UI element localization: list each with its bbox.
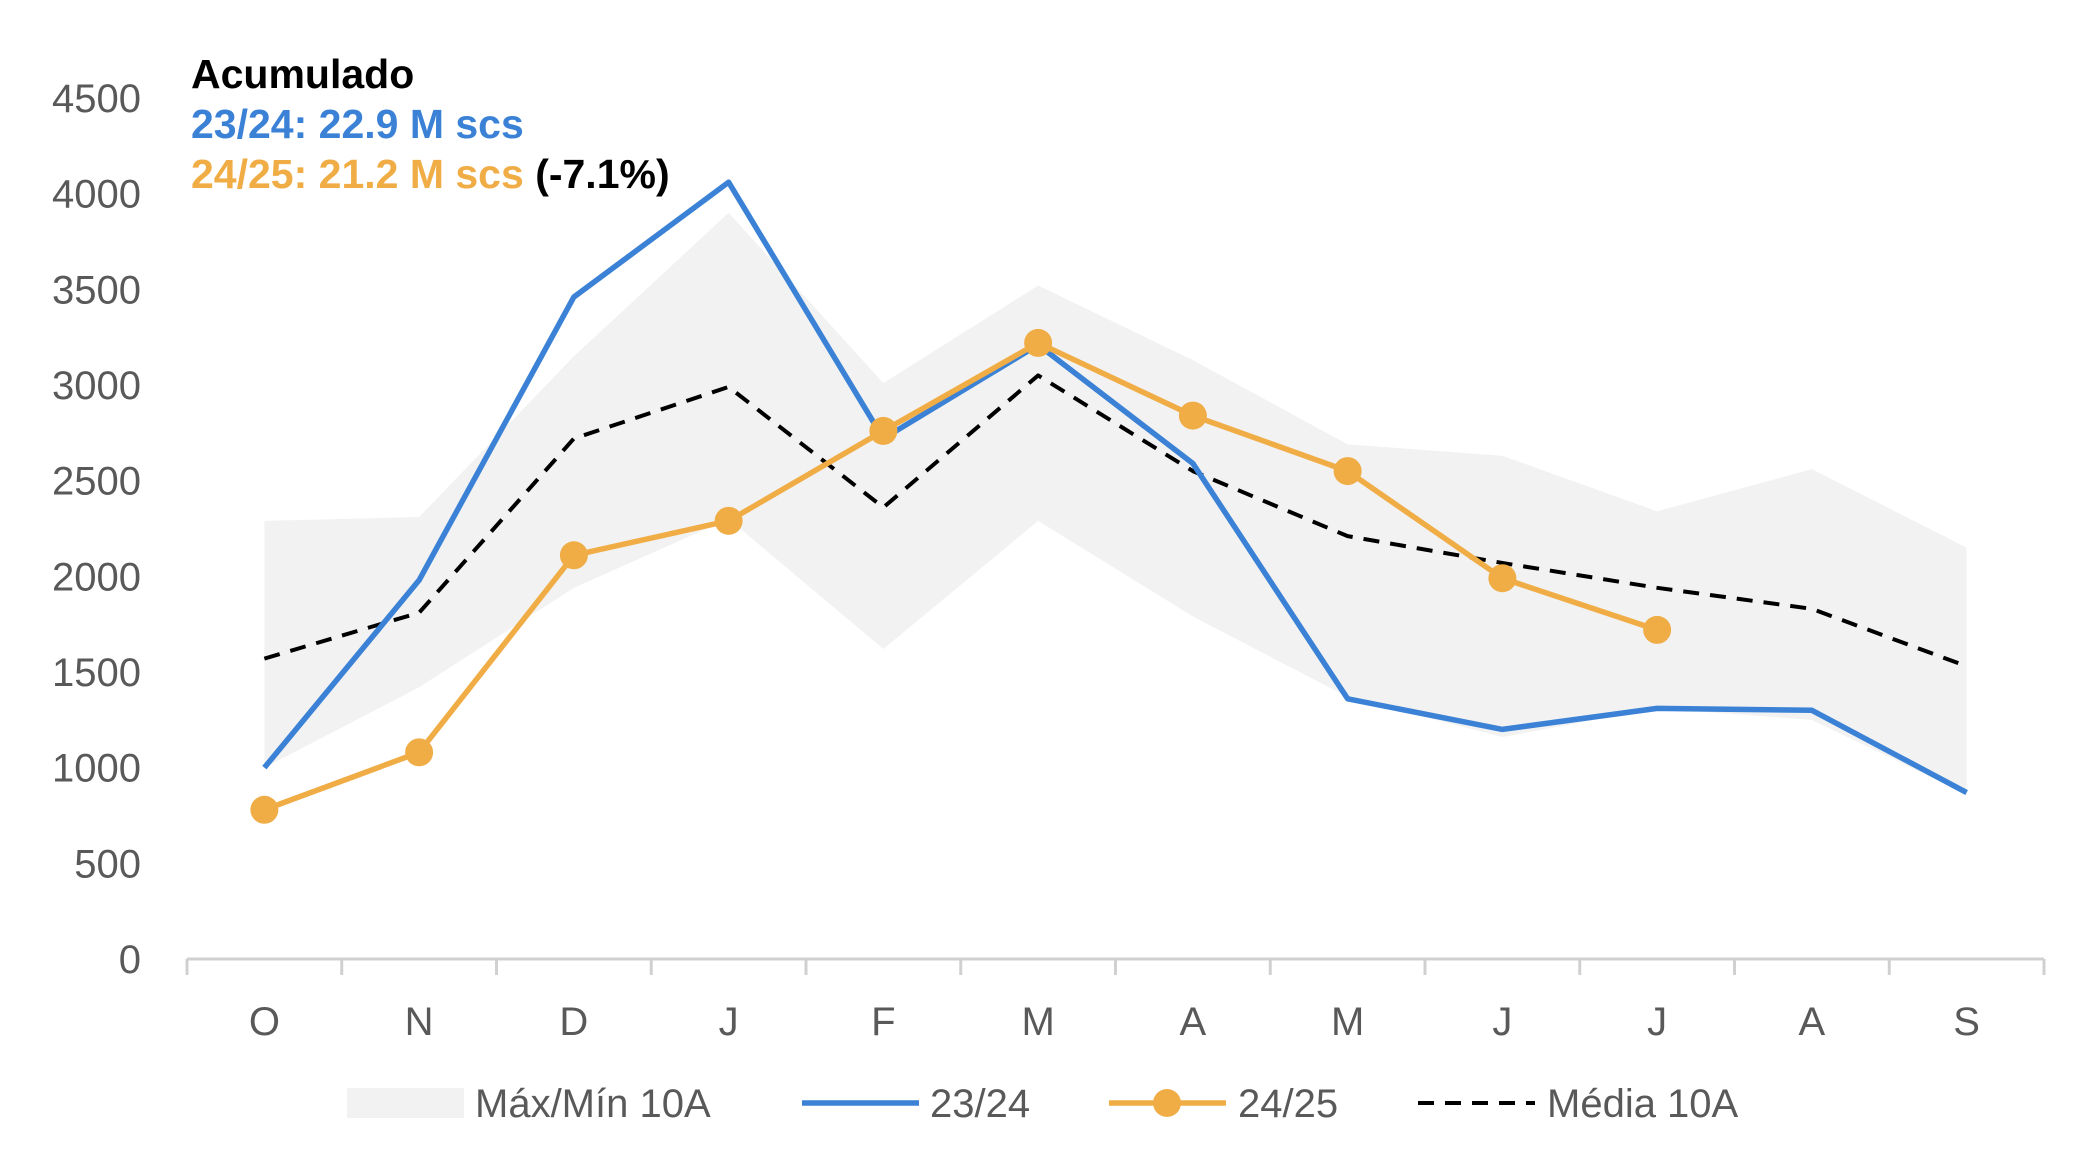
y-axis-ticks: 0 500 1000 1500 2000 2500 3000 3500 4000 4500 — [52, 77, 141, 982]
band-max-min-area — [264, 212, 1967, 795]
series-point-24-25 — [405, 738, 434, 767]
y-tick-label: 500 — [74, 842, 141, 886]
x-tick-label: D — [559, 1000, 588, 1044]
series-point-24-25 — [1178, 401, 1207, 430]
y-tick-label: 3500 — [52, 268, 141, 312]
x-axis — [185, 957, 2046, 975]
series-line-23-24 — [262, 179, 1968, 795]
annotation-2425-change: (-7.1%) — [535, 151, 670, 197]
x-tick-label: A — [1799, 1000, 1826, 1044]
y-tick-label: 3000 — [52, 364, 141, 408]
series-point-24-25 — [559, 541, 588, 570]
series-line-24-25 — [263, 340, 1658, 813]
legend: Máx/Mín 10A 23/24 24/25 Média 10A — [347, 1082, 1739, 1126]
series-point-24-25 — [1024, 328, 1053, 357]
y-tick-label: 0 — [119, 938, 141, 982]
annotation-title: Acumulado — [191, 51, 415, 97]
series-point-24-25 — [250, 795, 279, 824]
x-tick-label: J — [1647, 1000, 1667, 1044]
band-layer — [264, 212, 1967, 795]
series-point-24-25 — [1488, 564, 1517, 593]
x-tick-label: O — [249, 1000, 280, 1044]
y-tick-label: 1500 — [52, 651, 141, 695]
annotation-2324-total: 23/24: 22.9 M scs — [191, 101, 524, 147]
x-tick-label: M — [1331, 1000, 1364, 1044]
x-tick-label: J — [719, 1000, 739, 1044]
series-line-m-dia-10a — [263, 373, 1968, 669]
y-tick-label: 2500 — [52, 460, 141, 504]
annotation-line-2324: 23/24: 22.9 M scs — [191, 104, 524, 145]
series-point-24-25 — [869, 416, 898, 445]
legend-label-band: Máx/Mín 10A — [475, 1082, 711, 1126]
legend-label-media: Média 10A — [1547, 1082, 1739, 1126]
x-tick-label: S — [1953, 1000, 1980, 1044]
x-tick-label: N — [405, 1000, 434, 1044]
legend-swatch-band — [347, 1088, 464, 1118]
series-point-24-25 — [714, 506, 743, 535]
x-tick-label: A — [1180, 1000, 1207, 1044]
x-tick-label: M — [1021, 1000, 1054, 1044]
y-tick-label: 4500 — [52, 77, 141, 121]
x-tick-label: F — [871, 1000, 895, 1044]
y-tick-label: 4000 — [52, 173, 141, 217]
legend-label-2324: 23/24 — [930, 1082, 1030, 1126]
series-point-24-25 — [1333, 457, 1362, 486]
legend-marker-2425 — [1153, 1089, 1181, 1117]
y-tick-label: 2000 — [52, 555, 141, 599]
y-tick-label: 1000 — [52, 747, 141, 791]
series-point-24-25 — [1643, 615, 1672, 644]
series-layer — [250, 179, 1968, 824]
legend-label-2425: 24/25 — [1238, 1082, 1338, 1126]
annotation-2425-total: 24/25: 21.2 M scs — [191, 151, 524, 197]
x-tick-label: J — [1492, 1000, 1512, 1044]
annotation-line-2425: 24/25: 21.2 M scs (-7.1%) — [191, 154, 670, 195]
